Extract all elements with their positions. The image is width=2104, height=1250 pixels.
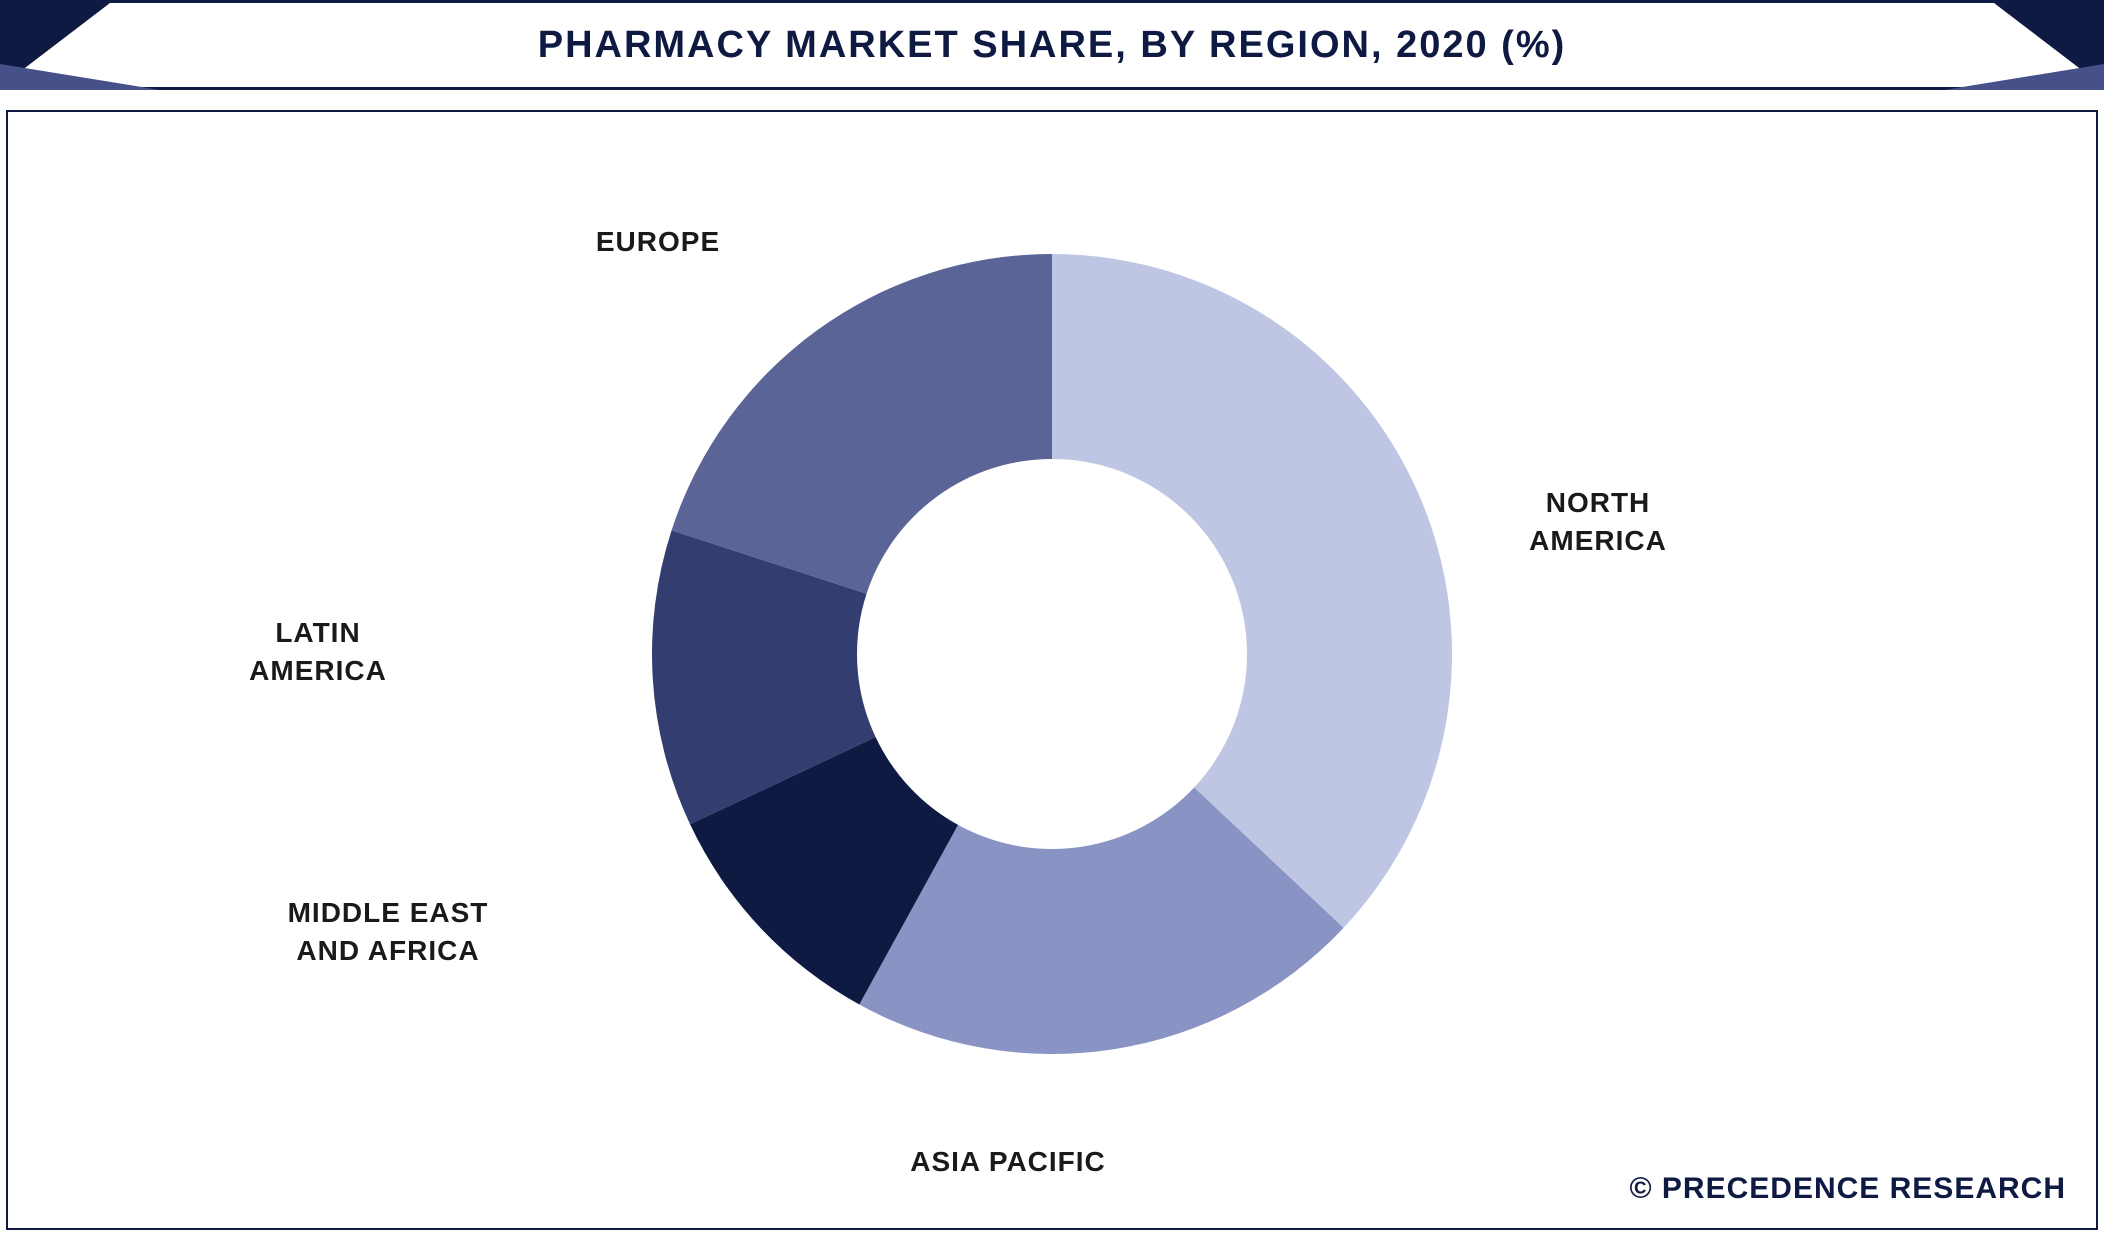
chart-title: PHARMACY MARKET SHARE, BY REGION, 2020 (… bbox=[538, 24, 1567, 67]
segment-label: EUROPE bbox=[596, 223, 720, 261]
title-notch-right bbox=[1944, 64, 2104, 90]
page-root: PHARMACY MARKET SHARE, BY REGION, 2020 (… bbox=[0, 0, 2104, 1250]
title-bar: PHARMACY MARKET SHARE, BY REGION, 2020 (… bbox=[0, 0, 2104, 90]
segment-label: NORTH AMERICA bbox=[1529, 484, 1667, 560]
copyright-text: © PRECEDENCE RESEARCH bbox=[1629, 1172, 2066, 1206]
donut-segment bbox=[1052, 254, 1452, 928]
segment-label: LATIN AMERICA bbox=[249, 614, 387, 690]
segment-label: MIDDLE EAST AND AFRICA bbox=[288, 894, 489, 970]
segment-label: ASIA PACIFIC bbox=[910, 1143, 1106, 1181]
chart-frame: NORTH AMERICA ASIA PACIFIC MIDDLE EAST AND… bbox=[6, 110, 2098, 1230]
donut-segment bbox=[672, 254, 1052, 594]
donut-chart bbox=[652, 254, 1452, 1054]
chart-area: NORTH AMERICA ASIA PACIFIC MIDDLE EAST AND… bbox=[8, 112, 2096, 1228]
title-notch-left bbox=[0, 64, 160, 90]
